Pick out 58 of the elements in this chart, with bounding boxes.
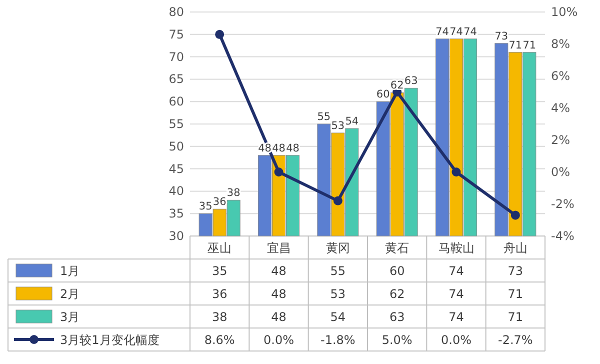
x-tick-label: 宜昌 — [266, 241, 291, 255]
y-tick-label: 75 — [168, 27, 184, 42]
y-tick-label: 35 — [168, 206, 184, 221]
y-tick-label: 60 — [168, 94, 184, 109]
data-label: 8.6% — [204, 333, 235, 347]
y2-tick-label: 10% — [551, 5, 578, 19]
data-label: 74 — [448, 287, 464, 301]
data-label: 54 — [330, 310, 346, 324]
x-tick-label: 马鞍山 — [438, 241, 474, 255]
data-label: 36 — [212, 287, 228, 301]
y2-tick-label: -2% — [551, 197, 574, 211]
y2-tick-label: 6% — [551, 69, 570, 83]
data-label: 63 — [389, 310, 405, 324]
y2-tick-label: -4% — [551, 229, 574, 243]
data-label: 53 — [330, 287, 346, 301]
point — [510, 210, 520, 220]
data-label: 62 — [389, 287, 405, 301]
y-tick-label: 55 — [168, 117, 184, 131]
y-tick-label: 50 — [168, 139, 184, 154]
data-label: 5.0% — [382, 333, 412, 347]
legend-label: 1月 — [60, 264, 80, 278]
data-label: 74 — [448, 264, 464, 278]
x-tick-label: 黄冈 — [326, 241, 350, 255]
data-label: 71 — [508, 287, 524, 301]
y-tick-label: 80 — [168, 5, 184, 19]
point — [215, 30, 224, 39]
data-label: 73 — [508, 264, 524, 278]
data-label: 60 — [389, 264, 405, 278]
legend-label: 3月 — [60, 310, 80, 324]
legend-label: 2月 — [60, 287, 80, 301]
y-tick-label: 40 — [168, 184, 184, 198]
data-label: -1.8% — [320, 333, 356, 347]
data-label: 0.0% — [264, 333, 294, 347]
x-tick-label: 舟山 — [503, 241, 528, 255]
data-label: -2.7% — [498, 333, 533, 347]
point — [452, 168, 461, 176]
point — [333, 196, 342, 206]
data-label: 48 — [271, 264, 286, 278]
x-tick-label: 黄石 — [385, 241, 410, 255]
data-label: 0.0% — [441, 333, 472, 347]
y2-tick-label: 4% — [551, 101, 570, 115]
y2-tick-label: 2% — [551, 133, 570, 147]
data-label: 35 — [212, 264, 228, 278]
legend-label: 3月较1月变化幅度 — [60, 333, 160, 347]
data-label: 48 — [271, 287, 286, 301]
y2-tick-label: 8% — [551, 37, 570, 51]
y-tick-label: 70 — [168, 50, 184, 64]
y-tick-label: 30 — [168, 229, 184, 243]
x-tick-label: 巫山 — [208, 241, 232, 255]
y-tick-label: 65 — [168, 72, 184, 86]
y-tick-label: 45 — [168, 162, 184, 176]
data-label: 48 — [271, 310, 286, 324]
data-label: 55 — [330, 264, 346, 278]
point — [274, 168, 284, 176]
data-label: 38 — [212, 310, 228, 324]
data-label: 74 — [448, 310, 464, 324]
data-label: 71 — [508, 310, 524, 324]
y2-tick-label: 0% — [551, 165, 570, 179]
